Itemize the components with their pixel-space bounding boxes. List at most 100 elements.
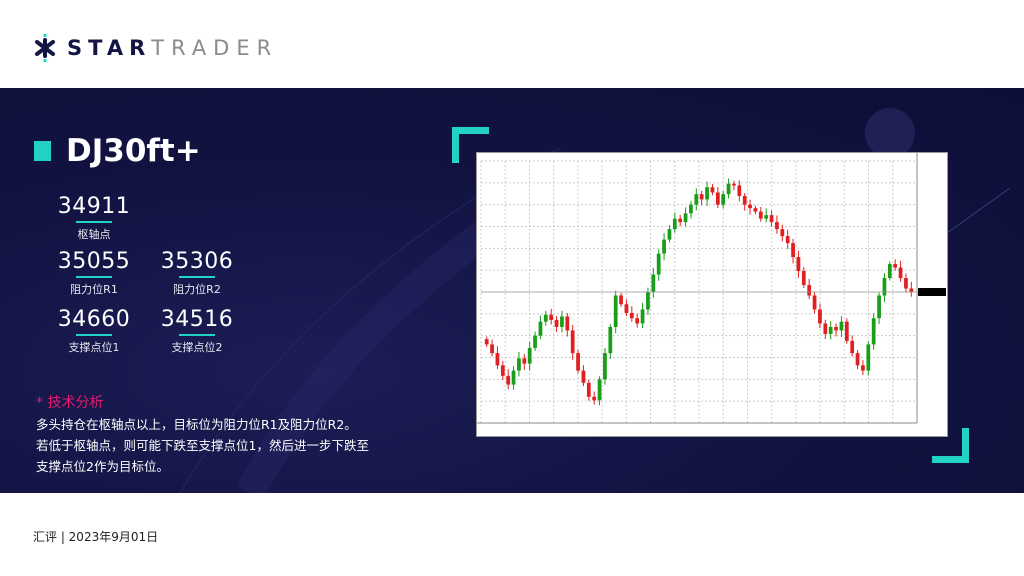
candle-body [737,185,742,196]
corner-bracket-bottom-right [932,428,969,463]
level-label: 阻力位R1 [70,283,118,296]
candle-body [882,278,887,296]
candle-body [812,295,817,310]
candle-body [823,323,828,334]
analysis-line: 多头持仓在枢轴点以上，目标位为阻力位R1及阻力位R2。 [36,417,357,432]
candle-body [581,370,586,383]
candle-body [898,267,903,279]
candle-body [801,271,806,286]
candle-body [683,213,688,223]
candle-body [699,194,704,200]
level-underline [179,334,215,336]
candle-body [861,365,865,371]
level-pivot: 34911 枢轴点 [39,194,149,242]
candle-body [855,353,860,366]
candle-body [565,316,570,331]
candle-body [490,344,494,354]
analysis-text: 多头持仓在枢轴点以上，目标位为阻力位R1及阻力位R2。 若低于枢轴点，则可能下跌… [36,414,416,477]
current-price-tag [918,288,946,296]
candle-body [640,309,645,324]
candle-body [726,183,731,195]
analysis-line: 支撑点位2作为目标位。 [36,459,169,474]
candle-body [796,257,801,272]
analysis-title: * 技术分析 [36,395,104,411]
candle-body [506,375,511,385]
candle-body [871,318,876,345]
level-underline [179,276,215,278]
candle-body [769,215,774,223]
candle-body [877,295,881,319]
level-s1: 34660 支撑点位1 [39,307,149,355]
price-chart[interactable] [476,152,948,437]
candle-body [495,353,500,366]
candle-body [780,229,785,237]
candle-body [909,288,914,292]
candle-body [753,208,758,212]
candle-body [500,365,505,376]
candle-body [592,396,597,401]
level-r1: 35055 阻力位R1 [39,249,149,297]
candle-body [742,195,747,205]
level-value: 35306 [160,249,234,274]
header: STAR TRADER [0,0,1024,88]
candle-body [715,192,720,205]
candle-body [689,204,693,214]
candle-body [538,321,543,336]
candle-body [807,285,812,296]
candle-body [613,295,618,327]
level-s2: 34516 支撑点位2 [142,307,252,355]
title-marker [34,141,51,161]
startrader-logo[interactable]: STAR TRADER [33,34,278,62]
candle-body [570,330,575,354]
candle-body [904,278,908,289]
level-underline [76,334,112,336]
candle-body [619,295,623,305]
logo-text-light: TRADER [151,36,279,60]
candle-body [748,204,752,209]
candle-body [732,183,736,186]
level-label: 枢轴点 [77,228,111,241]
level-value: 34516 [160,307,234,332]
candle-body [893,264,898,268]
candle-body [576,353,580,371]
candle-body [543,314,548,322]
candle-body [710,187,715,193]
candle-body [522,358,527,364]
level-value: 34660 [57,307,131,332]
analysis-line: 若低于枢轴点，则可能下跌至支撑点位1，然后进一步下跌至 [36,438,369,453]
candle-body [850,340,855,354]
candle-body [662,239,666,254]
instrument-title: DJ30ft+ [66,133,201,169]
candle-body [791,243,795,258]
candle-body [560,316,564,327]
candle-body [646,292,650,310]
corner-bracket-top-left [452,127,489,163]
candle-body [656,253,661,275]
level-label: 支撑点位1 [68,341,120,354]
candle-body [651,274,656,292]
level-underline [76,221,112,223]
candle-body [775,222,779,230]
candle-body [554,319,559,327]
candle-body [828,326,833,334]
candle-body [818,309,822,324]
candlestick-chart [477,153,946,424]
candle-body [549,314,554,320]
candle-body [635,318,640,324]
candle-body [586,382,591,397]
level-value: 34911 [57,194,131,219]
candle-body [603,353,607,380]
candle-body [484,339,489,345]
level-value: 35055 [57,249,131,274]
candle-body [705,187,709,200]
candle-body [667,229,672,240]
candle-body [764,215,769,219]
star-logo-icon [35,34,55,62]
candle-body [517,358,521,371]
candle-body [629,312,634,319]
level-label: 支撑点位2 [171,341,223,354]
candle-body [866,344,871,371]
candle-body [597,379,602,401]
candle-body [624,304,629,313]
candle-body [758,211,763,219]
